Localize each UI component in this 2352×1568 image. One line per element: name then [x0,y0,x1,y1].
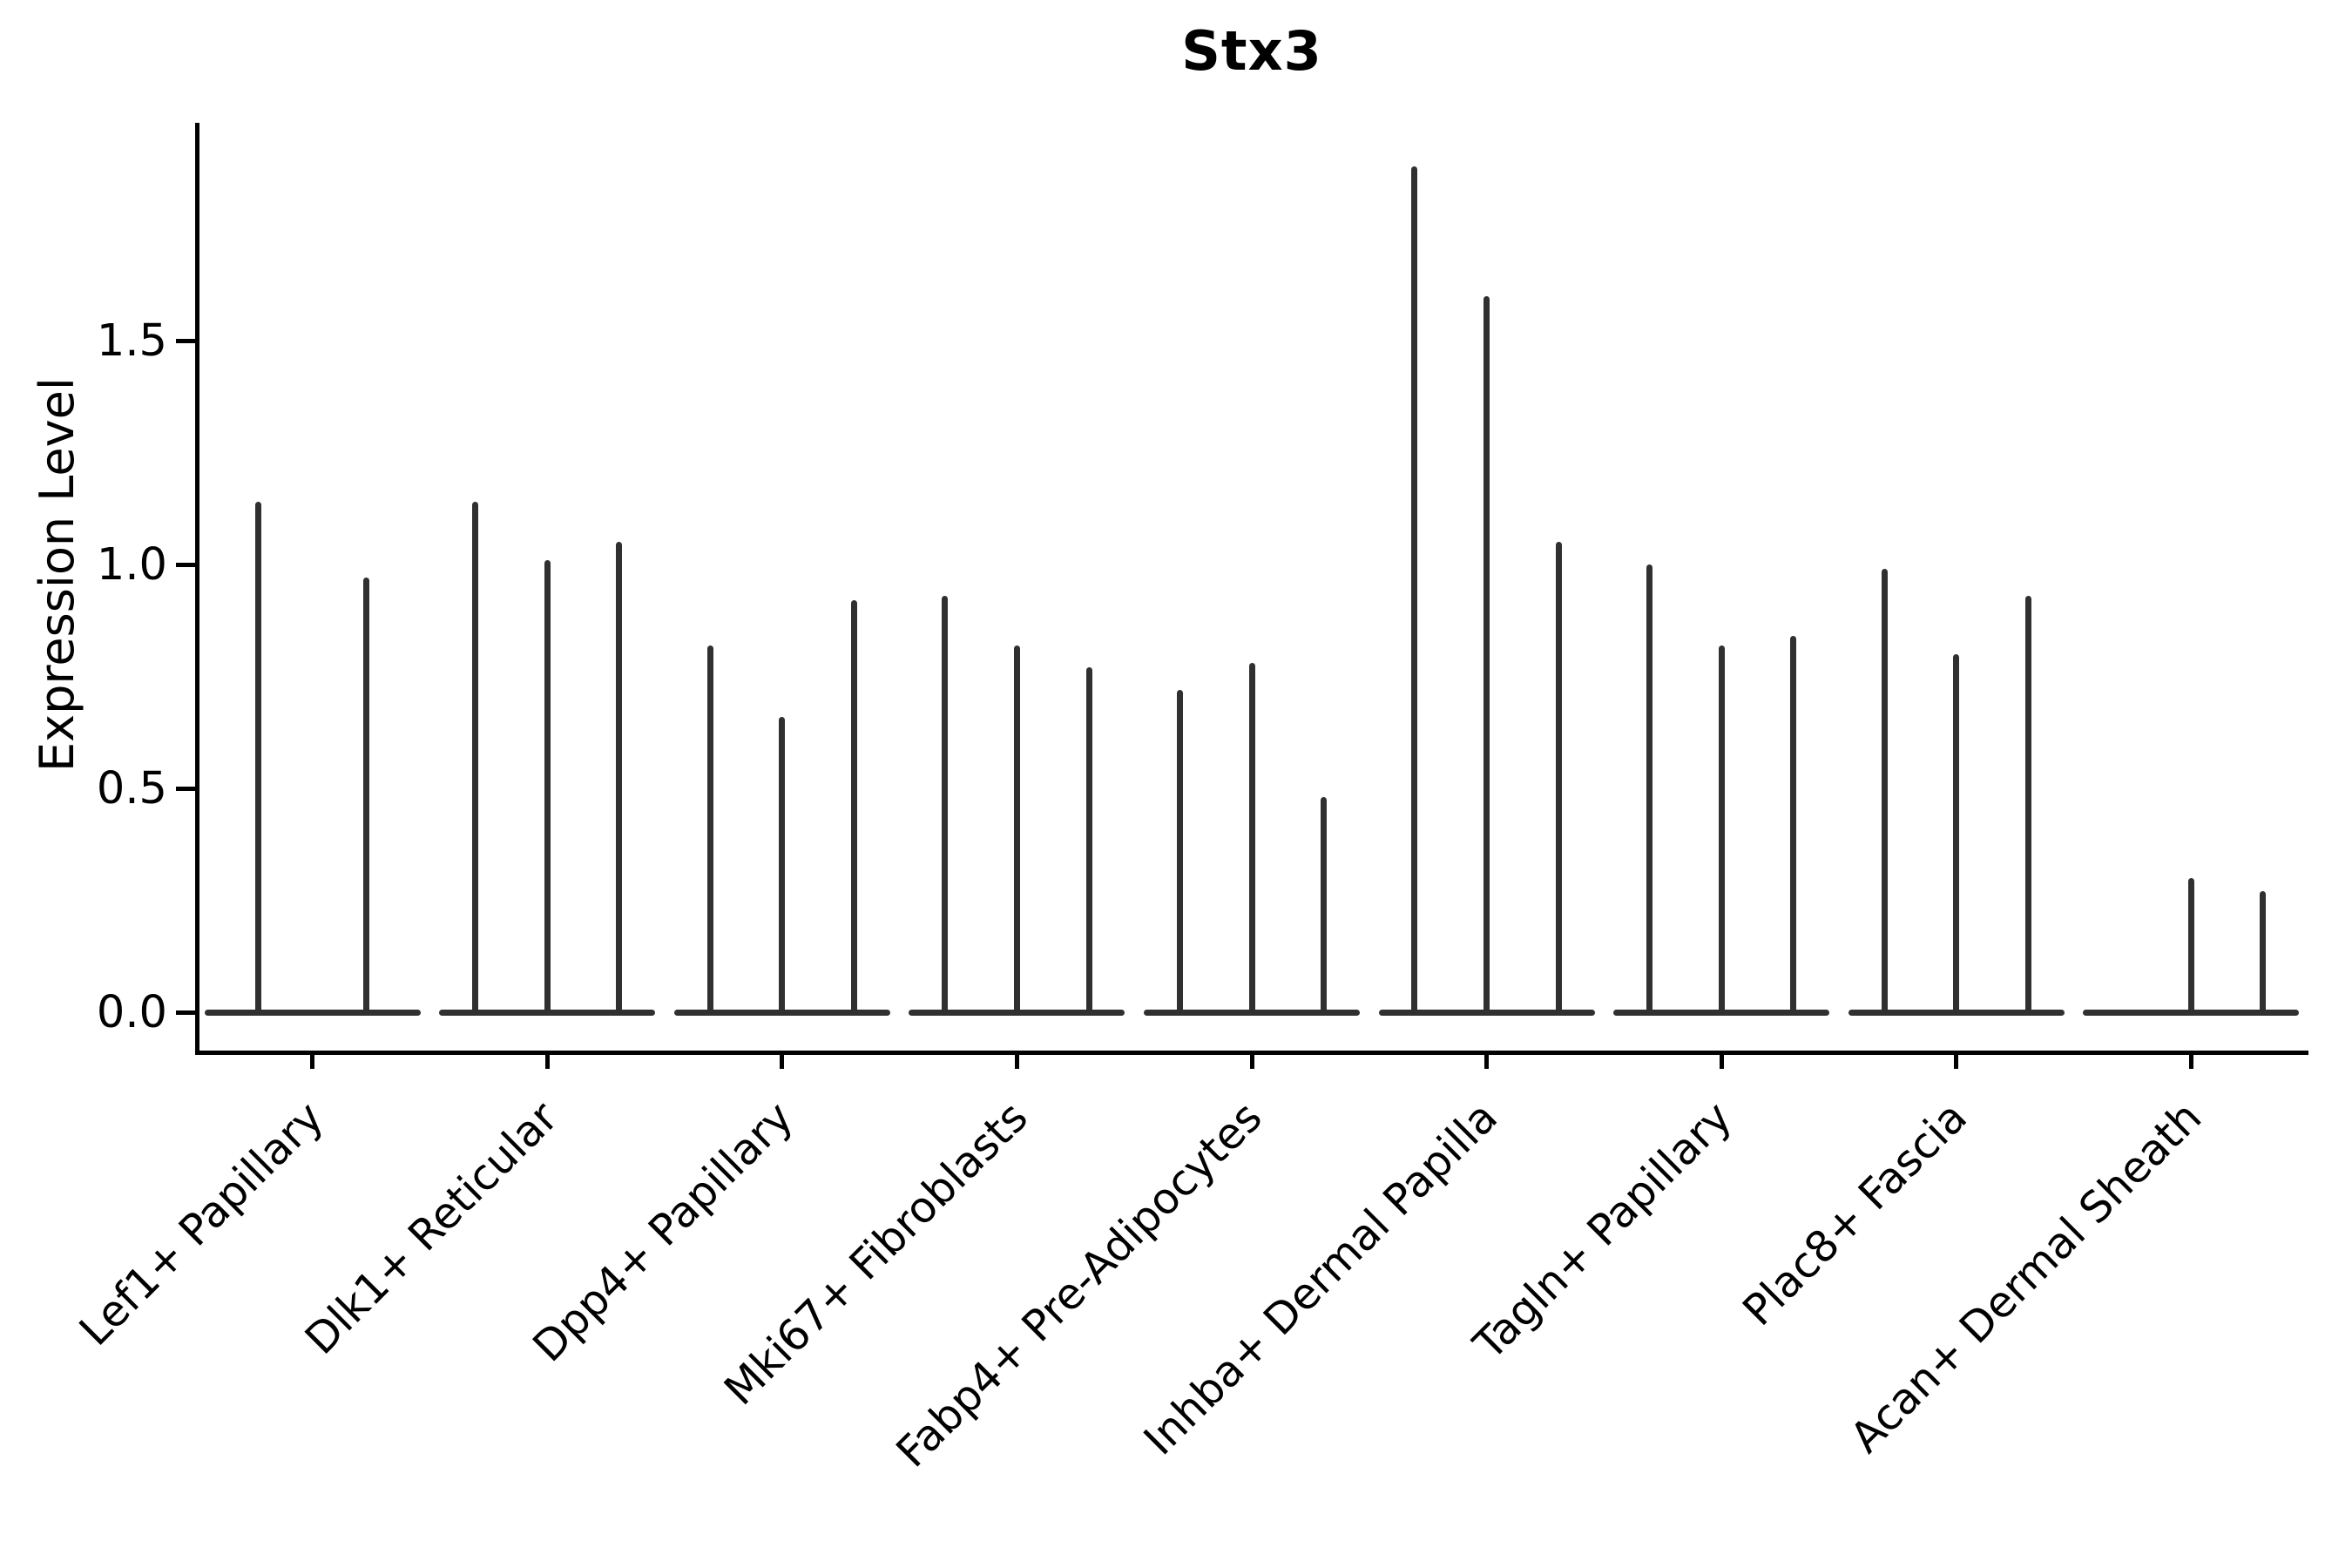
x-tick-mark [1719,1055,1724,1069]
x-tick-mark [544,1055,550,1069]
violin-spike [2024,595,2031,1015]
violin-spike [1248,663,1255,1015]
violin-spike [1953,653,1960,1015]
violin-spike [1790,636,1797,1015]
y-tick-mark [176,1010,195,1015]
plot-area [195,123,2308,1055]
y-tick-label: 1.0 [96,538,167,591]
x-tick-label: Lef1+ Papillary [69,1092,333,1355]
violin-spike [1085,667,1092,1015]
violin-spike [1555,542,1562,1015]
y-tick-label: 0.5 [96,762,167,814]
violin-spike [255,502,262,1015]
y-tick-mark [176,562,195,567]
violin-spike [1484,295,1490,1015]
y-tick-mark [176,786,195,791]
x-tick-mark [310,1055,315,1069]
violin-spike [706,645,713,1015]
violin-spike [1718,645,1725,1015]
x-tick-label: Dlk1+ Reticular [295,1092,568,1364]
violin-spike [2260,891,2267,1015]
violin-spike [851,600,858,1015]
violin-spike [472,502,479,1015]
x-tick-mark [1954,1055,1959,1069]
x-tick-mark [1484,1055,1490,1069]
violin-spike [616,542,623,1015]
y-tick-label: 1.5 [96,314,167,367]
violin-spike [363,578,370,1015]
violin-spike [1013,645,1020,1015]
violin-spike [1176,689,1183,1015]
violin-spike [1321,797,1328,1015]
y-tick-mark [176,338,195,343]
x-tick-mark [780,1055,785,1069]
x-tick-mark [1249,1055,1254,1069]
violin-spike [544,559,551,1015]
x-tick-mark [1014,1055,1019,1069]
chart-title: Stx3 [1181,19,1322,83]
violin-spike [942,595,949,1015]
x-tick-mark [2188,1055,2193,1069]
violin-spike [1411,166,1418,1015]
x-tick-label: Tagln+ Papillary [1464,1092,1742,1369]
violin-spike [2187,877,2194,1015]
x-tick-label: Plac8+ Fascia [1733,1092,1977,1336]
violin-spike [779,716,786,1015]
violin-spike [1646,564,1652,1015]
violin-baseline [204,1009,421,1016]
violin-spike [1881,569,1888,1015]
x-tick-label: Dpp4+ Papillary [523,1092,803,1372]
y-tick-label: 0.0 [96,986,167,1038]
